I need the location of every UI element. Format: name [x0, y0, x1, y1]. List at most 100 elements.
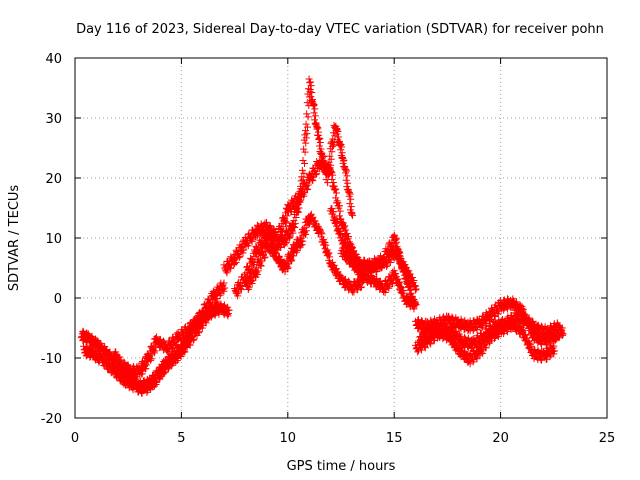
data-point — [244, 285, 252, 293]
data-point — [333, 219, 341, 227]
data-point — [348, 254, 356, 262]
data-point — [306, 79, 314, 87]
data-point — [346, 253, 354, 261]
data-point — [549, 330, 557, 338]
data-point — [339, 219, 347, 227]
data-point — [335, 224, 343, 232]
data-point — [556, 333, 564, 341]
data-point — [284, 264, 292, 272]
data-point — [336, 207, 344, 215]
data-point — [313, 170, 321, 178]
data-point — [409, 300, 417, 308]
data-point — [334, 268, 342, 276]
data-point — [266, 222, 274, 230]
data-point — [298, 166, 306, 174]
data-point — [253, 244, 261, 252]
data-point — [358, 283, 365, 291]
data-point — [491, 333, 499, 341]
data-point — [340, 163, 348, 171]
data-point — [151, 347, 159, 355]
data-point — [344, 235, 352, 243]
data-point — [364, 258, 372, 266]
data-point — [316, 135, 324, 143]
data-point — [291, 220, 299, 228]
data-point — [298, 185, 306, 193]
data-point — [345, 192, 353, 200]
data-point — [324, 179, 332, 187]
data-point — [325, 249, 333, 257]
data-point — [550, 350, 558, 358]
data-points — [77, 75, 567, 397]
data-point — [340, 156, 348, 164]
data-point — [342, 248, 350, 256]
data-point — [534, 321, 542, 329]
data-point — [177, 352, 185, 360]
data-point — [147, 356, 155, 364]
data-point — [385, 284, 393, 292]
y-tick-label: 10 — [45, 232, 62, 247]
data-point — [143, 388, 151, 396]
data-point — [534, 346, 542, 354]
data-point — [263, 218, 271, 226]
data-point — [202, 316, 210, 324]
data-point — [385, 273, 393, 281]
data-point — [266, 241, 274, 249]
data-point — [313, 125, 321, 133]
y-tick-label: -10 — [41, 352, 62, 367]
data-point — [234, 292, 242, 300]
data-point — [310, 109, 318, 117]
data-point — [311, 217, 319, 225]
data-point — [418, 317, 426, 325]
data-point — [328, 205, 336, 213]
data-point — [300, 145, 308, 153]
data-point — [301, 148, 309, 156]
data-point — [240, 246, 248, 254]
data-point — [311, 120, 319, 128]
data-point — [317, 149, 325, 157]
data-point — [249, 276, 257, 284]
data-point — [270, 245, 278, 253]
data-point — [121, 359, 129, 367]
data-point — [346, 200, 354, 208]
data-point — [373, 256, 381, 264]
data-point — [331, 214, 339, 222]
data-point — [320, 157, 328, 165]
data-point — [305, 75, 313, 83]
data-point — [253, 221, 261, 229]
data-point — [342, 169, 350, 177]
data-point — [302, 120, 310, 128]
data-point — [513, 298, 521, 306]
data-point — [386, 249, 394, 257]
data-point — [195, 329, 203, 337]
data-point — [525, 314, 533, 322]
data-point — [282, 238, 290, 246]
data-point — [220, 287, 228, 295]
data-point — [237, 284, 245, 292]
data-point — [552, 335, 560, 343]
data-point — [233, 248, 241, 256]
data-point — [376, 264, 384, 272]
data-point — [399, 289, 407, 297]
data-point — [245, 284, 253, 292]
data-point — [307, 173, 315, 181]
data-point — [270, 226, 278, 234]
data-point — [101, 343, 109, 351]
data-point — [344, 242, 352, 250]
data-point — [311, 105, 319, 113]
data-point — [334, 199, 342, 207]
data-point — [381, 289, 389, 297]
data-point — [188, 322, 196, 330]
data-point — [293, 247, 301, 255]
data-point — [265, 229, 273, 237]
data-point — [307, 78, 315, 86]
data-point — [242, 280, 250, 288]
data-point — [115, 353, 123, 361]
data-point — [321, 167, 329, 175]
data-point — [456, 332, 464, 340]
data-point — [390, 267, 398, 275]
data-point — [112, 348, 120, 356]
data-point — [190, 327, 198, 335]
data-point — [293, 248, 301, 256]
x-tick-label: 20 — [492, 431, 509, 446]
